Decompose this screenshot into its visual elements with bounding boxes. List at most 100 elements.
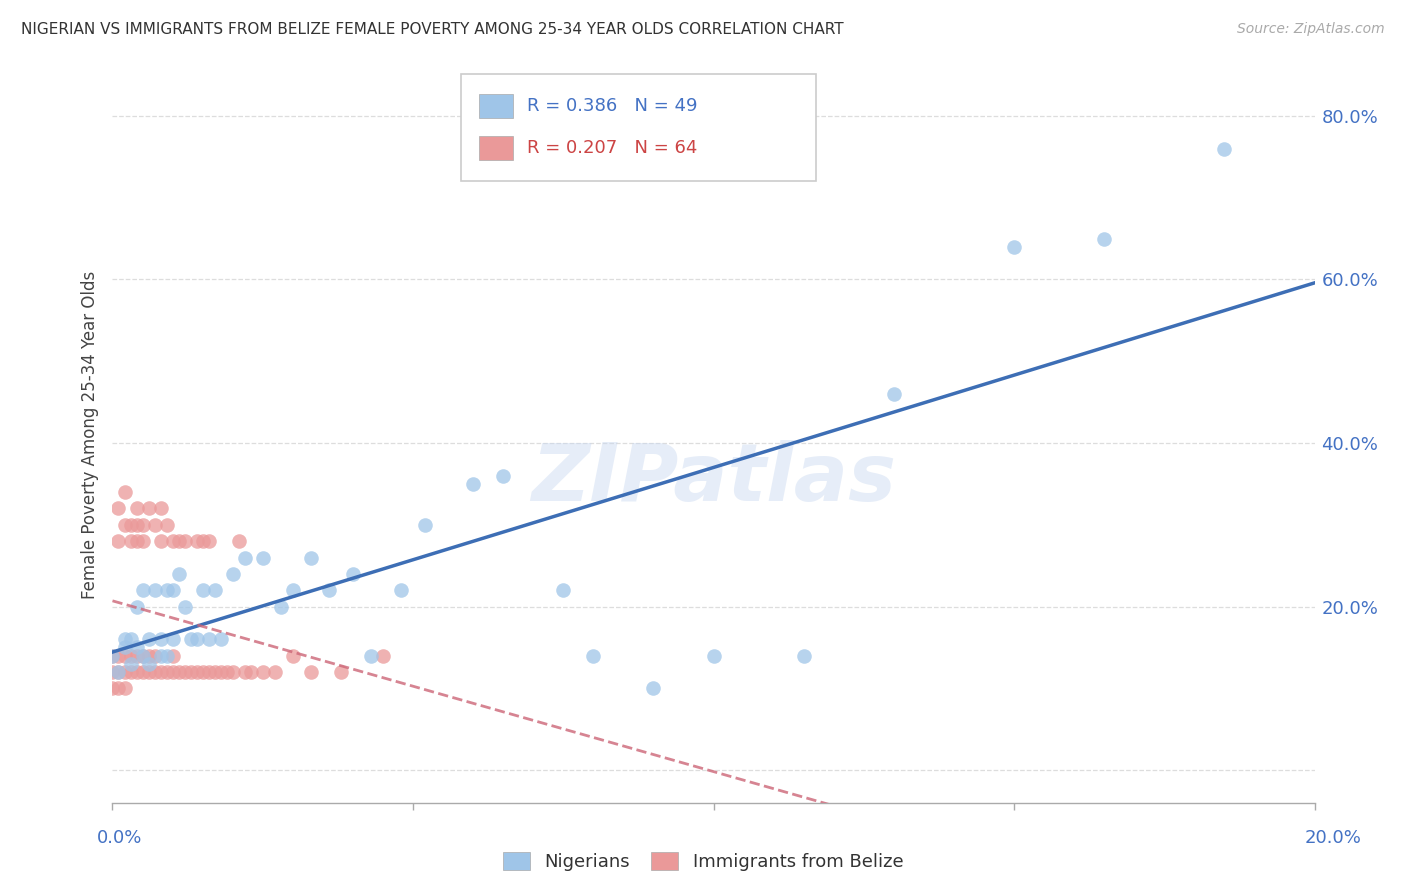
Y-axis label: Female Poverty Among 25-34 Year Olds: Female Poverty Among 25-34 Year Olds xyxy=(80,271,98,599)
Point xyxy=(120,665,142,679)
Point xyxy=(107,681,129,696)
Point xyxy=(107,665,129,679)
Point xyxy=(120,657,142,671)
Point xyxy=(1092,231,1115,245)
Point xyxy=(162,583,184,598)
Point xyxy=(252,665,274,679)
Point xyxy=(553,583,575,598)
Point xyxy=(107,665,129,679)
Point xyxy=(149,534,172,549)
Point xyxy=(228,534,250,549)
Point xyxy=(191,583,214,598)
Point xyxy=(120,648,142,663)
Point xyxy=(131,648,153,663)
Point xyxy=(209,665,232,679)
Point xyxy=(125,501,148,516)
Point xyxy=(114,485,136,500)
Text: Source: ZipAtlas.com: Source: ZipAtlas.com xyxy=(1237,22,1385,37)
Point xyxy=(162,534,184,549)
Point xyxy=(155,517,177,532)
Point xyxy=(186,632,208,647)
Point xyxy=(204,665,226,679)
Point xyxy=(138,632,160,647)
Point xyxy=(883,387,905,401)
Point xyxy=(281,648,304,663)
Point xyxy=(329,665,352,679)
Point xyxy=(162,648,184,663)
Point xyxy=(1213,142,1236,156)
Point xyxy=(149,665,172,679)
Legend: Nigerians, Immigrants from Belize: Nigerians, Immigrants from Belize xyxy=(495,846,911,879)
Point xyxy=(114,648,136,663)
Point xyxy=(125,599,148,614)
Point xyxy=(270,599,292,614)
Point xyxy=(191,534,214,549)
Point xyxy=(299,665,322,679)
Point xyxy=(162,665,184,679)
Point xyxy=(143,583,166,598)
Point xyxy=(131,583,153,598)
Point xyxy=(114,665,136,679)
Point xyxy=(114,681,136,696)
Point xyxy=(162,632,184,647)
Point xyxy=(299,550,322,565)
Point xyxy=(155,648,177,663)
Text: R = 0.207   N = 64: R = 0.207 N = 64 xyxy=(527,139,697,157)
Point xyxy=(131,648,153,663)
Point xyxy=(107,501,129,516)
Point xyxy=(167,665,190,679)
Point xyxy=(143,648,166,663)
FancyBboxPatch shape xyxy=(479,136,513,160)
Point xyxy=(125,517,148,532)
Point xyxy=(222,665,245,679)
Point xyxy=(318,583,340,598)
Point xyxy=(114,632,136,647)
Point xyxy=(360,648,382,663)
Point xyxy=(149,632,172,647)
Point xyxy=(342,566,364,581)
Point xyxy=(143,665,166,679)
Point xyxy=(107,534,129,549)
Point xyxy=(389,583,412,598)
Point xyxy=(186,534,208,549)
Point xyxy=(197,665,219,679)
Point xyxy=(191,665,214,679)
Point xyxy=(492,468,515,483)
Point xyxy=(180,632,202,647)
Point xyxy=(233,665,256,679)
Point xyxy=(252,550,274,565)
Point xyxy=(643,681,665,696)
Point xyxy=(263,665,285,679)
Point xyxy=(155,583,177,598)
Point xyxy=(703,648,725,663)
FancyBboxPatch shape xyxy=(479,95,513,118)
Point xyxy=(107,648,129,663)
Text: ZIPatlas: ZIPatlas xyxy=(531,440,896,518)
Point xyxy=(131,665,153,679)
Point xyxy=(155,665,177,679)
Point xyxy=(125,665,148,679)
Point xyxy=(149,501,172,516)
Point xyxy=(125,648,148,663)
Point xyxy=(582,648,605,663)
Point xyxy=(101,681,124,696)
Point xyxy=(149,648,172,663)
Point xyxy=(222,566,245,581)
Point xyxy=(186,665,208,679)
Point xyxy=(197,534,219,549)
Point xyxy=(281,583,304,598)
Point xyxy=(114,640,136,655)
Point xyxy=(239,665,262,679)
Point xyxy=(180,665,202,679)
Point xyxy=(120,534,142,549)
Text: 0.0%: 0.0% xyxy=(97,829,142,847)
Point xyxy=(215,665,238,679)
Point xyxy=(101,648,124,663)
Point xyxy=(1002,240,1025,254)
Text: NIGERIAN VS IMMIGRANTS FROM BELIZE FEMALE POVERTY AMONG 25-34 YEAR OLDS CORRELAT: NIGERIAN VS IMMIGRANTS FROM BELIZE FEMAL… xyxy=(21,22,844,37)
Point xyxy=(125,640,148,655)
Point xyxy=(114,517,136,532)
Point xyxy=(125,534,148,549)
Point xyxy=(120,517,142,532)
Point xyxy=(167,566,190,581)
